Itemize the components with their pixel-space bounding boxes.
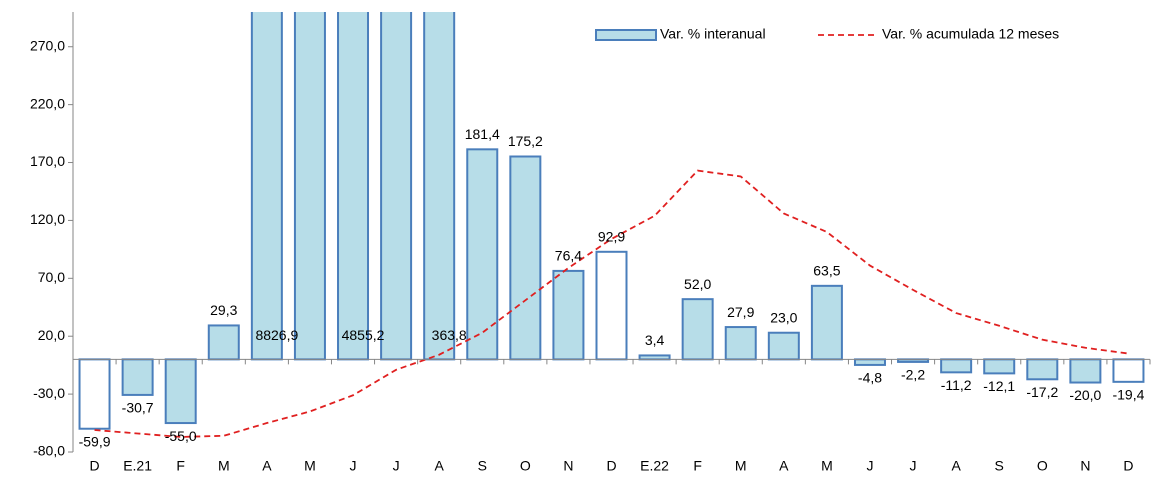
x-tick-label: M [304,458,316,474]
bar [293,12,326,361]
legend-label: Var. % interanual [660,26,766,42]
data-label: 27,9 [727,304,754,320]
x-tick-label: O [1037,458,1048,474]
x-tick-label: E.21 [123,458,152,474]
data-label: 63,5 [813,263,840,279]
data-label: 8826,9 [255,327,298,343]
legend: Var. % interanual Var. % acumulada 12 mes… [595,26,1059,42]
y-tick-label: -30,0 [33,385,65,401]
bar [983,358,1016,375]
bar [853,358,886,366]
bar [767,331,800,361]
y-tick-label: 220,0 [30,95,65,111]
y-tick-label: 270,0 [30,37,65,53]
x-tick-label: D [89,458,99,474]
x-tick-label: M [218,458,230,474]
data-label: 92,9 [598,229,625,245]
bar [724,326,757,361]
bar [380,12,413,361]
bar [552,269,585,361]
x-tick-label: D [606,458,616,474]
x-tick-label: J [866,458,873,474]
bar [78,358,111,430]
x-tick-label: M [821,458,833,474]
bar [509,155,542,361]
x-tick-label: A [779,458,789,474]
data-label: 29,3 [210,302,237,318]
bar [681,298,714,361]
y-tick-label: 70,0 [38,269,65,285]
x-tick-label: F [176,458,185,474]
x-tick-label: J [350,458,357,474]
data-label: 4855,2 [342,327,385,343]
data-label: 181,4 [465,126,500,142]
data-label: -55,0 [165,428,197,444]
bar [423,12,456,361]
bar [207,324,240,361]
data-label: -30,7 [122,400,154,416]
bar [250,12,283,361]
x-tick-label: M [735,458,747,474]
line [94,169,1129,438]
bar [337,12,370,361]
x-tick-label: E.22 [640,458,669,474]
data-label: 76,4 [555,248,582,264]
legend-swatch [595,29,657,41]
x-tick-label: D [1123,458,1133,474]
data-label: 3,4 [645,332,665,348]
bar [638,354,671,361]
data-label: -20,0 [1069,387,1101,403]
y-tick-label: -80,0 [33,443,65,459]
data-label: -19,4 [1112,387,1144,403]
data-label: -2,2 [901,367,925,383]
bar [121,358,154,396]
x-tick-label: F [693,458,702,474]
x-tick-label: N [1080,458,1090,474]
x-tick-label: A [951,458,961,474]
data-label: -17,2 [1026,384,1058,400]
data-label: 52,0 [684,276,711,292]
plot-area [78,12,1145,438]
x-tick-label: N [563,458,573,474]
bar [595,250,628,361]
bar [810,284,843,361]
bar [1112,358,1145,383]
x-tick-label: S [995,458,1004,474]
y-tick-label: 170,0 [30,153,65,169]
x-tick-label: J [910,458,917,474]
x-tick-label: O [520,458,531,474]
data-label: 175,2 [508,133,543,149]
x-tick-label: A [435,458,445,474]
bar [164,358,197,425]
y-tick-label: 120,0 [30,211,65,227]
y-tick-label: 20,0 [38,327,65,343]
data-label: 23,0 [770,309,797,325]
bar [466,148,499,361]
data-label: -59,9 [79,433,111,449]
bar [1069,358,1102,384]
data-label: 363,8 [432,327,467,343]
legend-label: Var. % acumulada 12 meses [882,26,1059,42]
data-label: -12,1 [983,378,1015,394]
x-tick-label: S [478,458,487,474]
bar [940,358,973,374]
x-tick-label: A [262,458,272,474]
x-tick-label: J [393,458,400,474]
data-label: -11,2 [941,377,972,393]
data-label: -4,8 [858,370,882,386]
bar [1026,358,1059,381]
